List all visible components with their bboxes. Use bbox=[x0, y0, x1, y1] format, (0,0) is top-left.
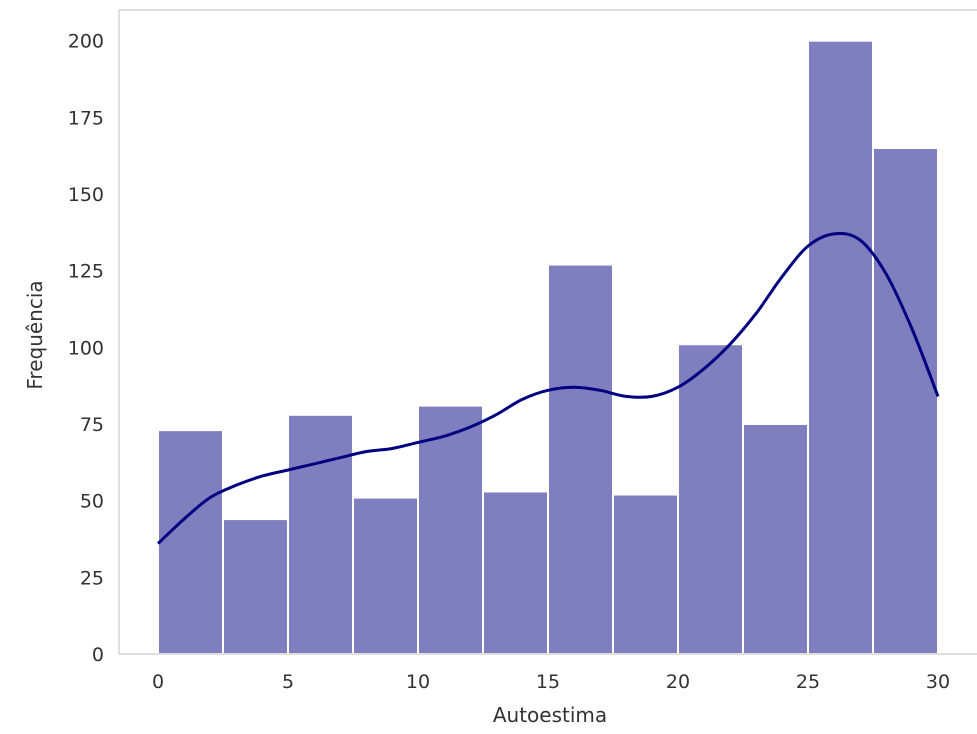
y-tick-label: 0 bbox=[92, 644, 104, 666]
x-axis-label: Autoestima bbox=[493, 703, 607, 727]
x-tick-label: 30 bbox=[926, 671, 950, 693]
x-tick-label: 10 bbox=[406, 671, 430, 693]
x-tick-label: 25 bbox=[796, 671, 820, 693]
x-tick-label: 5 bbox=[282, 671, 294, 693]
histogram-bar-10 bbox=[742, 423, 809, 655]
histogram-bar-9 bbox=[677, 343, 744, 655]
histogram-bar-5 bbox=[417, 404, 484, 655]
y-axis-label: Frequência bbox=[23, 280, 47, 389]
histogram-bars bbox=[157, 39, 939, 656]
histogram-bar-8 bbox=[612, 493, 679, 655]
y-tick-label: 75 bbox=[80, 414, 104, 436]
histogram-bar-4 bbox=[352, 496, 419, 655]
histogram-bar-1 bbox=[157, 429, 224, 655]
histogram-bar-3 bbox=[287, 413, 354, 655]
histogram-bar-2 bbox=[222, 518, 289, 655]
histogram-bar-7 bbox=[547, 263, 614, 655]
x-tick-label: 20 bbox=[666, 671, 690, 693]
y-tick-label: 25 bbox=[80, 567, 104, 589]
y-tick-labels: 0 25 50 75 100 125 150 175 200 bbox=[68, 31, 104, 666]
y-tick-label: 125 bbox=[68, 261, 104, 283]
histogram-bar-11 bbox=[807, 39, 874, 655]
y-tick-label: 50 bbox=[80, 491, 104, 513]
x-tick-labels: 0 5 10 15 20 25 30 bbox=[152, 671, 950, 693]
y-tick-label: 175 bbox=[68, 107, 104, 129]
y-tick-label: 200 bbox=[68, 31, 104, 53]
y-tick-label: 150 bbox=[68, 184, 104, 206]
y-tick-label: 100 bbox=[68, 337, 104, 359]
histogram-bar-6 bbox=[482, 490, 549, 656]
x-tick-label: 15 bbox=[536, 671, 560, 693]
histogram-bar-12 bbox=[872, 147, 939, 655]
x-tick-label: 0 bbox=[152, 671, 164, 693]
kde-line bbox=[156, 231, 940, 545]
